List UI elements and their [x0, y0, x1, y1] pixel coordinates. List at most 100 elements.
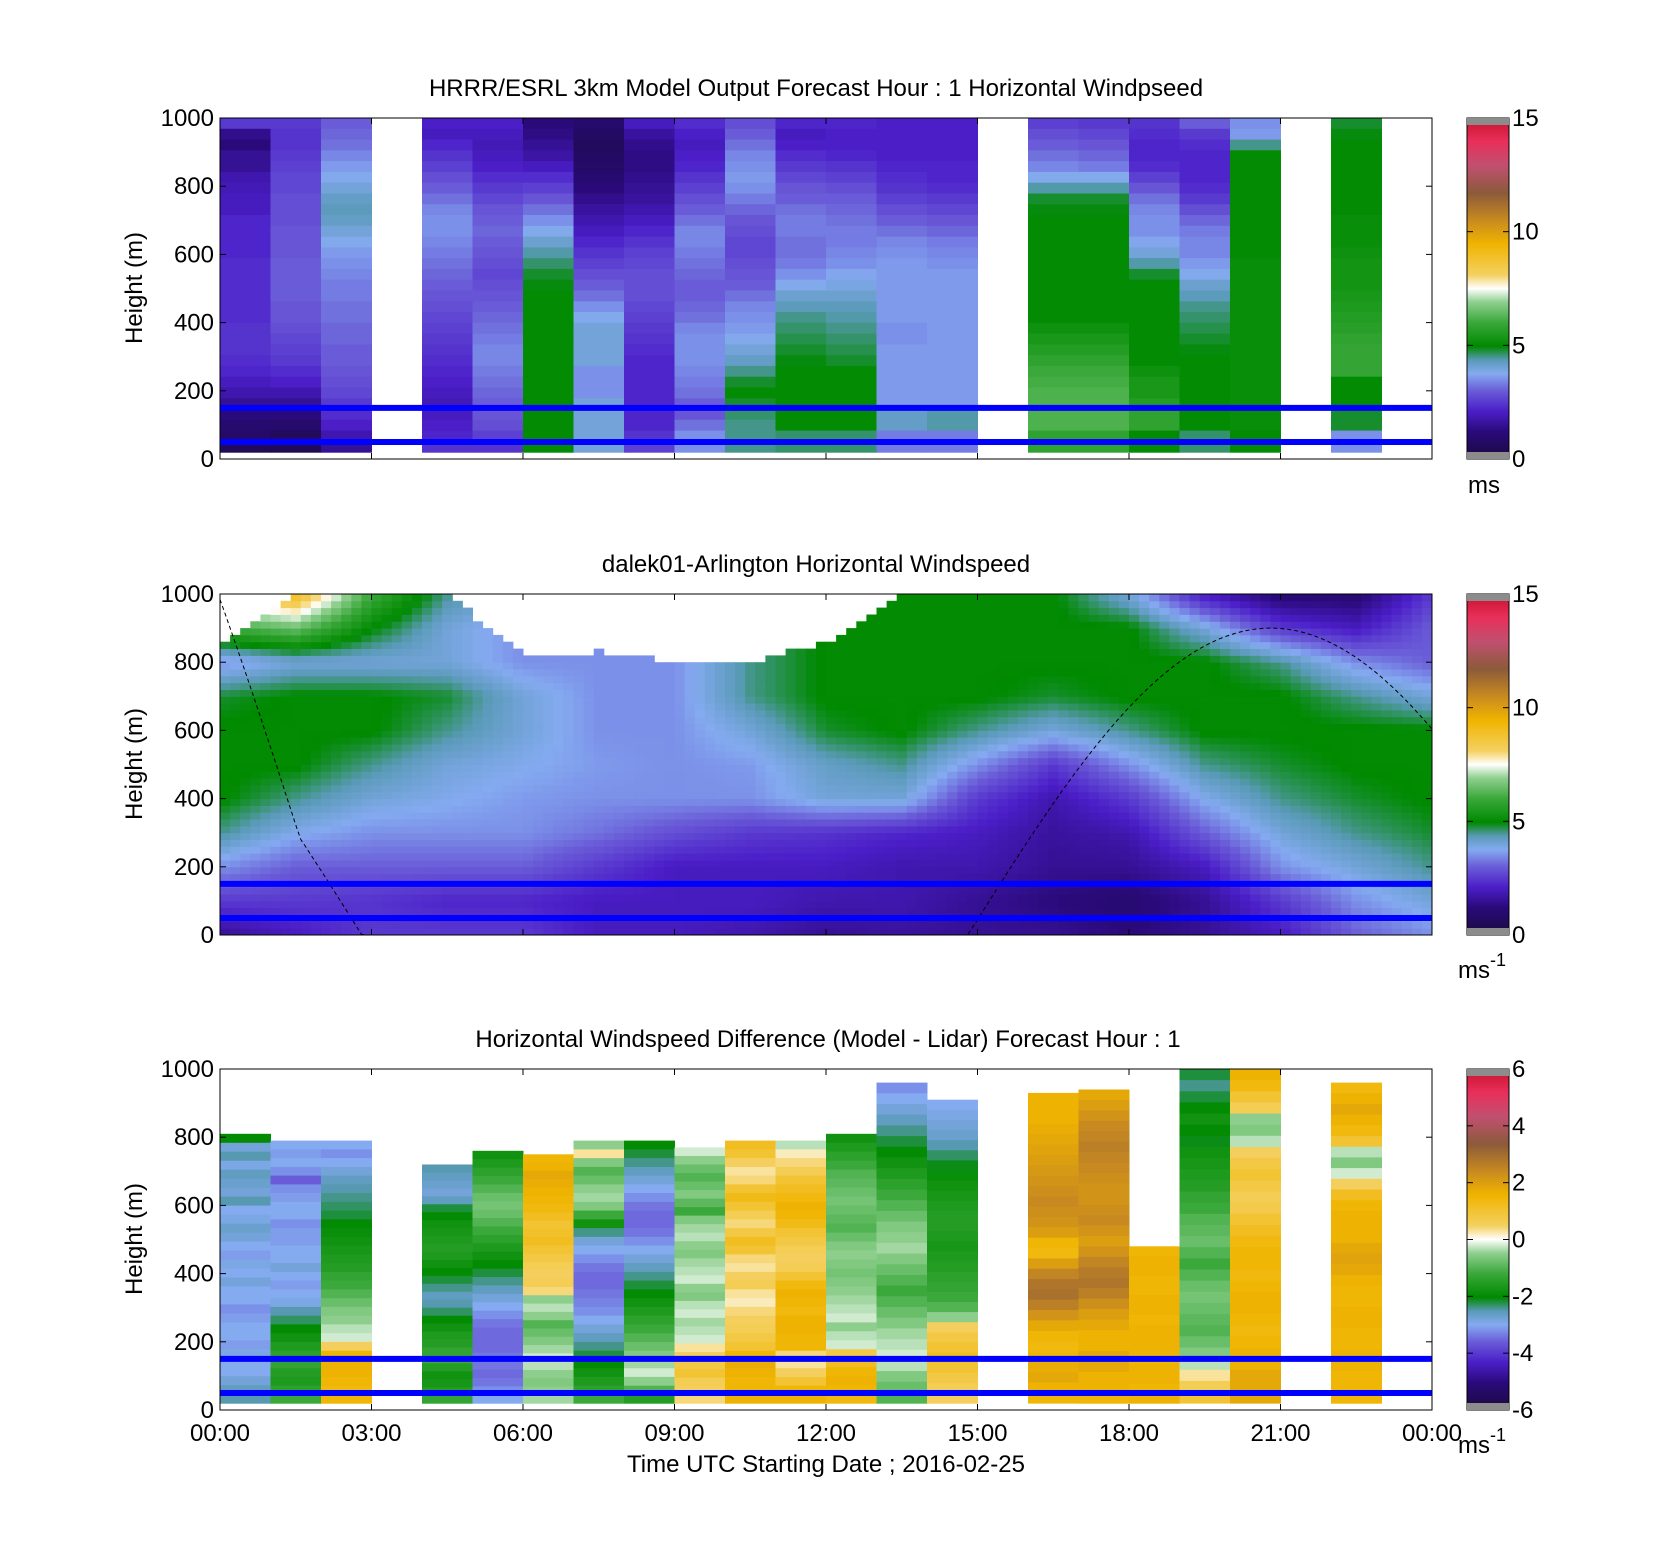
panel-lidar-cell — [492, 921, 504, 929]
panel-lidar-cell — [432, 750, 443, 759]
panel-lidar-cell — [300, 621, 312, 629]
panel-lidar-cell — [1058, 655, 1069, 663]
panel-lidar-cell — [240, 832, 251, 840]
panel-lidar-cell — [523, 716, 534, 725]
panel-lidar-cell — [300, 662, 312, 670]
panel-lidar-cell — [624, 853, 635, 861]
panel-lidar-cell — [220, 846, 231, 854]
panel-lidar-cell — [1118, 621, 1130, 629]
panel-lidar-cell — [977, 594, 989, 602]
panel-lidar-cell — [1048, 778, 1059, 786]
panel-lidar-cell — [714, 730, 726, 738]
panel-lidar-cell — [432, 853, 443, 861]
panel-lidar-cell — [573, 703, 585, 711]
panel-lidar-cell — [785, 757, 797, 765]
panel-lidar-cell — [1129, 832, 1140, 840]
panel-lidar-cell — [310, 894, 322, 902]
panel-lidar-cell — [442, 757, 453, 765]
panel-lidar-cell — [987, 860, 999, 868]
panel-lidar-cell — [1118, 607, 1130, 615]
panel-lidar-cell — [482, 689, 494, 697]
panel-lidar-cell — [947, 785, 958, 793]
panel-lidar-cell — [886, 709, 898, 718]
panel-model-cell — [472, 258, 524, 270]
panel-lidar-cell — [634, 750, 645, 759]
panel-lidar-cell — [714, 873, 726, 881]
panel-model-cell — [220, 290, 271, 302]
panel-lidar-cell — [1139, 907, 1150, 915]
panel-model-cbar-tick-label: 5 — [1512, 332, 1525, 359]
panel-lidar-cell — [694, 771, 706, 779]
panel-lidar-cell — [997, 873, 1009, 881]
panel-model-cell — [1179, 225, 1231, 238]
panel-lidar-cell — [1108, 600, 1120, 609]
panel-lidar-cell — [745, 805, 756, 813]
panel-lidar-cell — [755, 853, 766, 861]
panel-model-cell — [826, 182, 877, 194]
panel-lidar-cell — [220, 825, 231, 834]
panel-lidar-cell — [351, 750, 362, 759]
panel-model-cell — [1028, 419, 1079, 432]
panel-model-cell — [472, 268, 524, 281]
panel-lidar-cell — [826, 730, 837, 738]
panel-lidar-cell — [553, 757, 564, 765]
panel-lidar-cell — [351, 812, 362, 820]
panel-model-cell — [927, 430, 978, 442]
panel-lidar-cell — [896, 812, 908, 820]
panel-lidar-cell — [836, 921, 847, 929]
panel-lidar-cell — [1108, 675, 1120, 684]
panel-lidar-cell — [957, 655, 968, 663]
panel-lidar-cell — [1108, 894, 1120, 902]
panel-lidar-cell — [886, 832, 898, 840]
panel-lidar-cell — [947, 744, 958, 752]
panel-lidar-cell — [1007, 655, 1019, 663]
panel-lidar-cell — [432, 675, 443, 684]
panel-lidar-cell — [422, 641, 433, 649]
panel-lidar-cell — [341, 900, 352, 909]
panel-lidar-cell — [230, 703, 241, 711]
panel-lidar-cell — [886, 873, 898, 881]
panel-lidar-cell — [1149, 709, 1160, 718]
panel-lidar-cell — [886, 839, 898, 847]
panel-lidar-cell — [300, 675, 312, 684]
panel-lidar-cell — [1038, 750, 1049, 759]
panel-lidar-cell — [1007, 764, 1019, 772]
panel-lidar-cell — [1098, 921, 1110, 929]
panel-lidar-cell — [1078, 607, 1090, 615]
panel-lidar-cell — [916, 839, 928, 847]
panel-lidar-cell — [1058, 839, 1069, 847]
panel-lidar-cell — [270, 730, 282, 738]
panel-lidar-cell — [745, 669, 756, 677]
panel-lidar-cell — [1129, 860, 1140, 868]
panel-lidar-cell — [725, 662, 736, 670]
panel-lidar-cell — [896, 805, 908, 813]
panel-lidar-cell — [694, 785, 706, 793]
panel-model-cell — [1230, 204, 1281, 216]
panel-lidar-cell — [846, 866, 857, 875]
panel-lidar-cell — [452, 696, 463, 704]
panel-lidar-cell — [321, 860, 332, 868]
panel-lidar-cell — [1108, 607, 1120, 615]
panel-lidar-cell — [250, 662, 261, 670]
panel-lidar-cell — [927, 723, 938, 731]
panel-model-cell — [725, 430, 776, 442]
panel-lidar-cell — [422, 716, 433, 725]
panel-lidar-cell — [927, 900, 938, 909]
panel-lidar-cell — [684, 921, 696, 929]
panel-model-cell — [1028, 279, 1079, 291]
panel-lidar-cell — [755, 791, 766, 800]
panel-lidar-cell — [714, 723, 726, 731]
panel-lidar-cell — [341, 873, 352, 881]
panel-lidar-cell — [240, 655, 251, 663]
panel-lidar-cell — [684, 764, 696, 772]
panel-model-cell — [472, 355, 524, 367]
panel-lidar-cell — [856, 757, 867, 765]
panel-lidar-cell — [1139, 825, 1150, 834]
panel-lidar-cell — [270, 832, 282, 840]
panel-lidar-cell — [321, 825, 332, 834]
panel-lidar-cell — [927, 696, 938, 704]
panel-lidar-cell — [280, 771, 292, 779]
panel-lidar-cell — [644, 730, 655, 738]
panel-lidar-cell — [1098, 866, 1110, 875]
panel-lidar-cell — [280, 655, 292, 663]
